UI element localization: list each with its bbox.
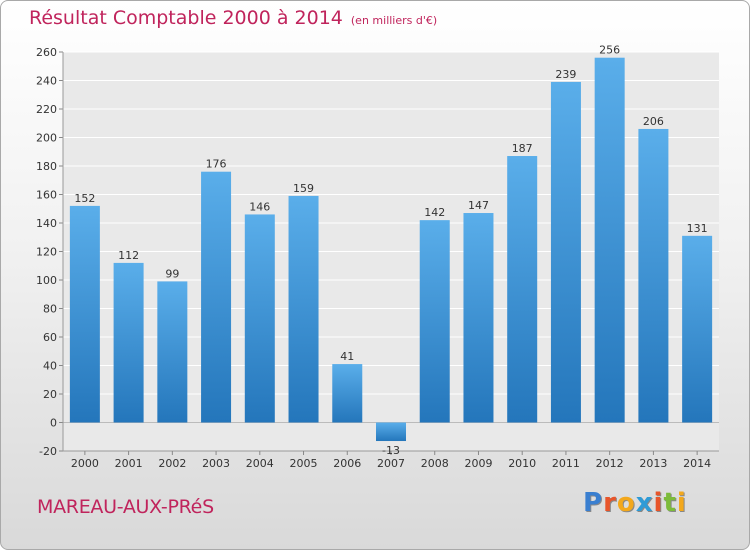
data-label: 131: [687, 222, 708, 235]
y-tick-label: 200: [36, 132, 57, 145]
data-label: 152: [74, 192, 95, 205]
data-labels: 152 112 99 176 146 159 41 -13 142 147 187 239 256 206…: [74, 44, 707, 457]
logo-letter: i: [676, 488, 687, 518]
logo-letter: o: [616, 488, 636, 518]
y-tick-label: 20: [43, 388, 57, 401]
data-label: 41: [340, 350, 354, 363]
proxiti-logo: Proxiti: [583, 488, 687, 518]
data-label: 142: [424, 206, 445, 219]
chart-title: Résultat Comptable 2000 à 2014 (en millie…: [29, 7, 437, 29]
y-tick-label: 0: [50, 417, 57, 430]
bar: [419, 220, 450, 423]
data-label: -13: [382, 444, 400, 457]
y-tick-label: 180: [36, 160, 57, 173]
x-tick-label: 2006: [333, 457, 361, 470]
y-tick-label: 160: [36, 189, 57, 202]
x-tick-label: 2011: [552, 457, 580, 470]
x-tick-label: 2008: [421, 457, 449, 470]
y-tick-label: 140: [36, 217, 57, 230]
bar: [507, 156, 538, 423]
y-tick-label: 240: [36, 75, 57, 88]
bar: [332, 364, 363, 423]
bar: [682, 235, 713, 423]
chart-unit: (en milliers d'€): [350, 14, 438, 27]
bar: [69, 205, 100, 423]
data-label: 206: [643, 115, 664, 128]
bar: [463, 213, 494, 423]
x-tick-label: 2005: [290, 457, 318, 470]
bar: [288, 195, 319, 423]
data-label: 176: [206, 158, 227, 171]
logo-letter: P: [583, 488, 604, 518]
y-tick-label: 220: [36, 103, 57, 116]
bar: [201, 171, 232, 423]
y-tick-label: 120: [36, 246, 57, 259]
bar: [638, 128, 669, 423]
commune-name: MAREAU-AUX-PRéS: [37, 496, 214, 518]
x-tick-label: 2009: [464, 457, 492, 470]
bar: [550, 81, 581, 423]
y-tick-label: 100: [36, 274, 57, 287]
x-tick-label: 2012: [596, 457, 624, 470]
data-label: 146: [249, 200, 270, 213]
logo-letter: i: [653, 488, 664, 518]
data-label: 256: [599, 44, 620, 57]
logo-letter: r: [603, 488, 617, 518]
data-label: 147: [468, 199, 489, 212]
data-label: 159: [293, 182, 314, 195]
y-tick-label: -20: [39, 445, 57, 458]
y-tick-label: 260: [36, 46, 57, 59]
bar: [376, 422, 406, 442]
data-label: 187: [512, 142, 533, 155]
bar: [157, 281, 188, 423]
y-tick-label: 60: [43, 331, 57, 344]
y-tick-label: 80: [43, 303, 57, 316]
logo-letter: x: [635, 488, 654, 518]
x-tick-label: 2007: [377, 457, 405, 470]
x-tick-label: 2003: [202, 457, 230, 470]
logo-letter: t: [663, 488, 677, 518]
x-tick-label: 2013: [639, 457, 667, 470]
chart-title-text: Résultat Comptable 2000 à 2014: [29, 7, 343, 29]
data-label: 239: [555, 68, 576, 81]
x-tick-label: 2010: [508, 457, 536, 470]
bar: [113, 262, 144, 423]
x-tick-label: 2002: [158, 457, 186, 470]
x-tick-label: 2001: [115, 457, 143, 470]
bars: [69, 57, 713, 442]
y-tick-label: 40: [43, 360, 57, 373]
x-tick-label: 2000: [71, 457, 99, 470]
data-label: 99: [165, 267, 179, 280]
x-tick-label: 2004: [246, 457, 274, 470]
x-tick-label: 2014: [683, 457, 711, 470]
bar: [244, 214, 275, 423]
bar: [594, 57, 625, 423]
data-label: 112: [118, 249, 139, 262]
